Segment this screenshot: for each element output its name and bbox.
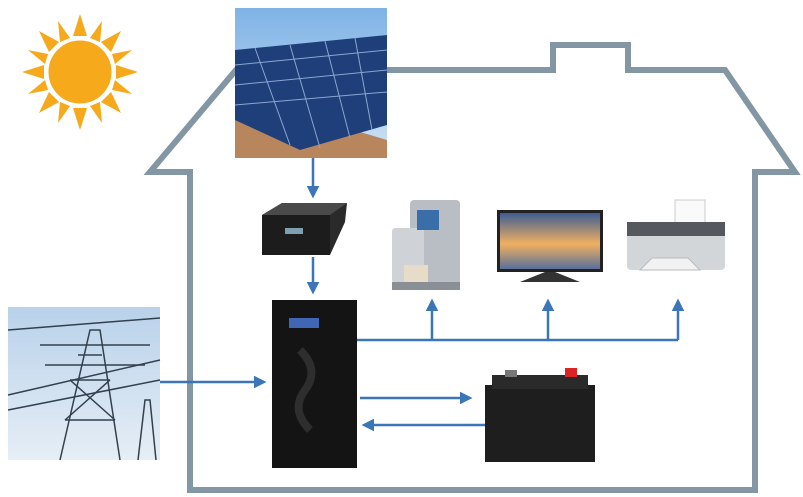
tv (497, 210, 603, 282)
diagram (0, 0, 803, 497)
power-grid (8, 307, 160, 460)
inverter (262, 203, 347, 255)
coffee-machine (392, 200, 460, 290)
sun (22, 14, 138, 130)
solar-panel (235, 8, 387, 158)
battery (485, 368, 595, 462)
ups (272, 300, 357, 468)
printer (627, 200, 725, 270)
